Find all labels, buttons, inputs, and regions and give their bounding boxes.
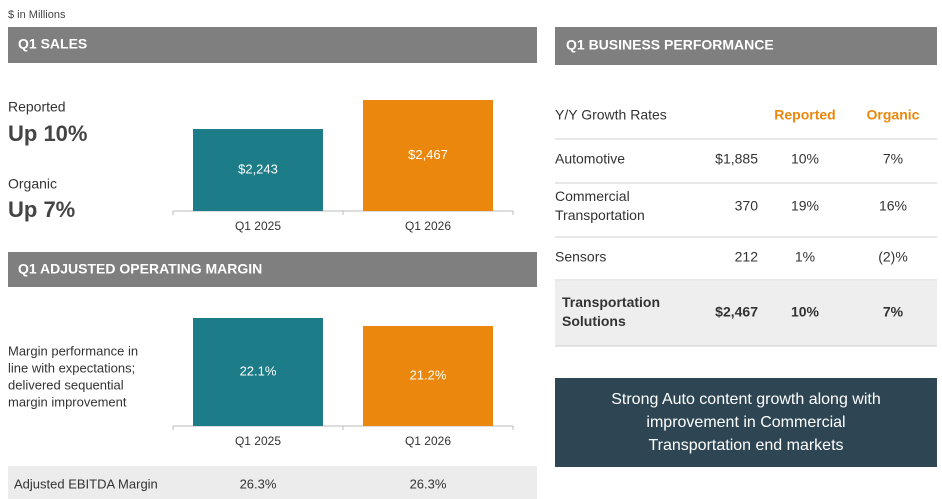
cell: 1% [795,249,815,265]
x-tick-label: Q1 2026 [405,434,451,448]
cell: $2,467 [715,304,758,320]
row-label: Solutions [562,313,626,329]
row-label: Transportation [555,207,645,223]
header-bar [8,27,537,63]
row-label: Transportation [562,294,660,310]
section-title: Q1 ADJUSTED OPERATING MARGIN [18,261,262,277]
cell: 10% [791,304,820,320]
annotation: Reported [8,99,66,115]
total-row [555,281,937,346]
callout-text: improvement in Commercial [646,414,845,431]
annotation: line with expectations; [8,360,135,375]
bar [193,129,323,211]
annotation: margin improvement [8,394,127,409]
cell: 26.3% [240,476,277,491]
unit-note: $ in Millions [8,9,66,21]
cell: 7% [883,304,904,320]
x-tick-label: Q1 2026 [405,219,451,233]
bar [193,318,323,426]
row-label: Commercial [555,188,630,204]
row-label: Sensors [555,249,606,265]
cell: 16% [879,198,907,214]
section-title: Q1 SALES [18,36,87,52]
section-title: Q1 BUSINESS PERFORMANCE [566,37,774,53]
x-tick-label: Q1 2025 [235,219,281,233]
callout-text: Transportation end markets [648,437,843,454]
annotation: Organic [8,176,57,192]
callout-box [555,378,937,467]
cell: (2)% [878,249,908,265]
bar-label: 22.1% [240,363,277,378]
header-bar [8,252,537,287]
bar-label: $2,467 [408,147,448,162]
bar [363,326,493,426]
bar-label: $2,243 [238,161,278,176]
header-bar [555,27,937,65]
bar [363,100,493,211]
cell: 370 [735,198,759,214]
cell: 7% [883,151,903,167]
x-tick-label: Q1 2025 [235,434,281,448]
callout-text: Strong Auto content growth along with [611,391,881,408]
table-header: Reported [774,107,835,123]
table-header: Y/Y Growth Rates [555,107,667,123]
annotation: Margin performance in [8,343,138,358]
table-header: Organic [867,107,920,123]
bar-label: 21.2% [410,367,447,382]
cell: 26.3% [410,476,447,491]
cell: 19% [791,198,819,214]
cell: 212 [735,249,759,265]
row-label: Automotive [555,151,625,167]
annotation: delivered sequential [8,377,124,392]
ebitda-row [8,466,537,499]
annotation: Up 7% [8,197,75,222]
row-label: Adjusted EBITDA Margin [14,476,158,491]
annotation: Up 10% [8,121,87,146]
cell: 10% [791,151,819,167]
cell: $1,885 [715,151,758,167]
